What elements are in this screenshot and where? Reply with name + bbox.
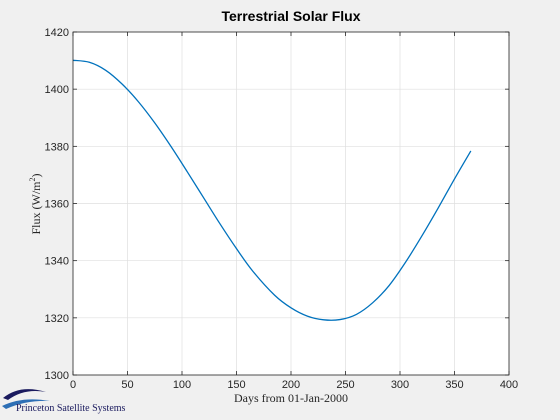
y-tick-label: 1400 — [45, 84, 69, 96]
y-tick-label: 1320 — [45, 313, 69, 325]
y-axis-label-main: Flux (W/m — [29, 181, 43, 235]
x-tick-label: 100 — [173, 379, 191, 391]
x-tick-label: 50 — [121, 379, 133, 391]
series-line-flux — [72, 59, 472, 321]
chart-title: Terrestrial Solar Flux — [221, 8, 360, 24]
y-axis-label-superscript: 2 — [28, 178, 37, 182]
x-tick-label: 200 — [282, 379, 300, 391]
x-tick-label: 150 — [227, 379, 245, 391]
y-tick-label: 1340 — [45, 256, 69, 268]
x-tick-label: 0 — [70, 379, 76, 391]
ticks: 0 50 100 150 200 250 300 350 400 1300 1320 1340 1360… — [45, 27, 519, 391]
y-tick-label: 1360 — [45, 199, 69, 211]
y-tick-label: 1380 — [45, 141, 69, 153]
x-tick-label: 400 — [500, 379, 518, 391]
logo-swoosh-accent-icon — [2, 399, 50, 409]
logo-swoosh-icon — [3, 389, 46, 400]
x-tick-label: 350 — [445, 379, 463, 391]
x-axis-label: Days from 01-Jan-2000 — [234, 391, 348, 405]
y-tick-label: 1300 — [45, 370, 69, 382]
x-tick-label: 300 — [391, 379, 409, 391]
y-axis-label-close: ) — [29, 174, 43, 178]
y-axis-label: Flux (W/m2) — [28, 174, 43, 235]
x-tick-label: 250 — [336, 379, 354, 391]
company-logo: Princeton Satellite Systems — [2, 389, 126, 414]
company-name: Princeton Satellite Systems — [16, 403, 126, 414]
y-tick-label: 1420 — [45, 27, 69, 39]
